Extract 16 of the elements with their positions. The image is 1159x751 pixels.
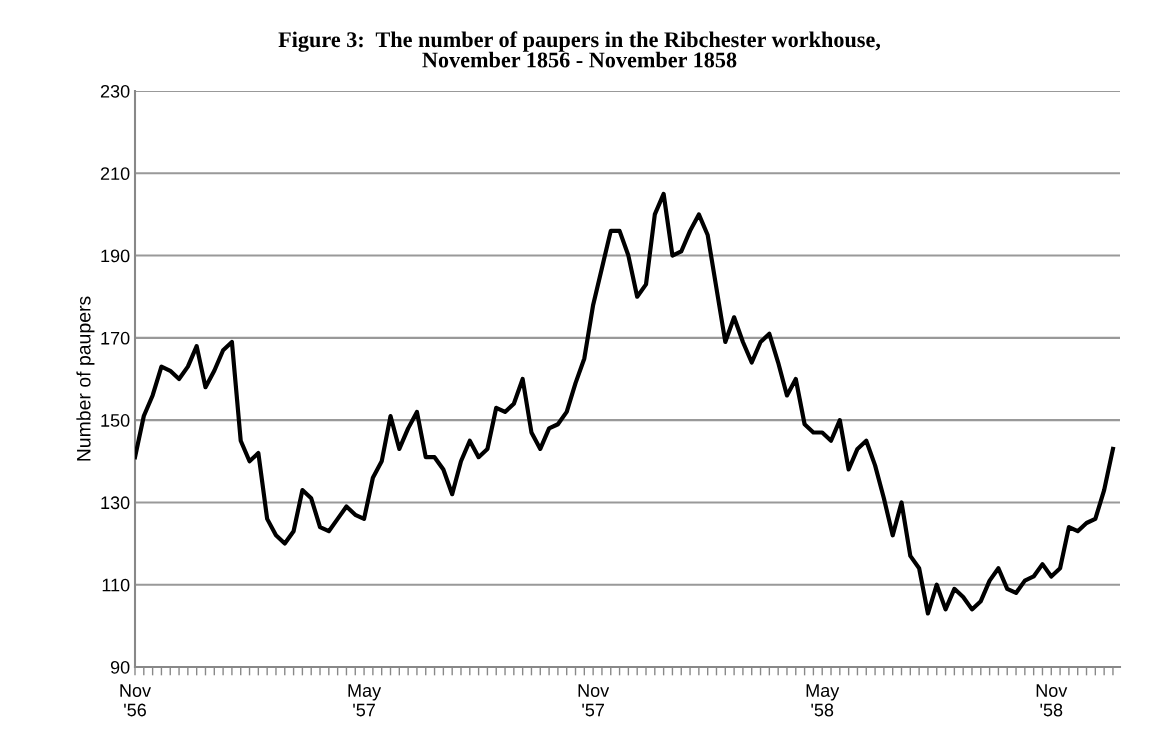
y-tick-label: 150 [101,414,130,427]
y-tick-label: 130 [101,496,130,510]
y-tick-label: 90 [110,660,130,674]
x-tick-label: May '58 [806,684,840,717]
x-tick-label: Nov '56 [120,684,151,717]
y-tick-label: 210 [100,167,130,181]
x-tick-label: May '57 [348,684,382,717]
line-series [135,191,1116,616]
y-axis-title: Number of paupers [76,296,95,461]
x-tick-label: Nov '57 [578,684,610,717]
y-tick-label: 230 [100,84,130,98]
chart-title: Figure 3: The number of paupers in the Ribchester workhouse, November 1856 - November 1858 [278,31,881,68]
y-tick-label: 110 [102,578,130,592]
y-tick-label: 190 [101,249,130,263]
x-tick-label: Nov '58 [1036,684,1068,717]
y-tick-label: 170 [101,331,130,345]
